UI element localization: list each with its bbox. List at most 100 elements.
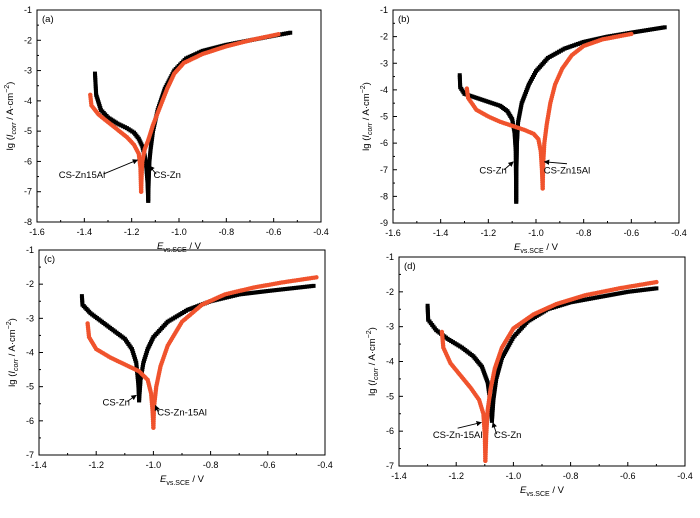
data-point: [576, 298, 581, 303]
data-point: [141, 362, 146, 367]
data-point: [491, 395, 496, 400]
data-point: [593, 295, 598, 300]
x-tick-label: -0.8: [203, 460, 219, 470]
data-point: [515, 138, 520, 143]
data-point: [146, 198, 151, 203]
data-point: [490, 410, 495, 415]
data-point: [265, 289, 270, 293]
series-CS-Zn15Al: [464, 31, 634, 191]
data-point: [149, 141, 154, 146]
data-point: [595, 295, 600, 300]
data-point: [93, 75, 98, 80]
data-point: [621, 290, 626, 295]
data-point: [514, 199, 519, 204]
x-tick-label: -1.4: [433, 228, 449, 238]
y-tick-label: -4: [24, 96, 32, 106]
data-point: [515, 136, 520, 141]
data-point: [233, 293, 238, 298]
data-point: [495, 370, 500, 375]
data-point: [493, 385, 498, 390]
data-point: [591, 296, 596, 301]
y-axis-label: lg (Icorr / A·cm−2): [360, 82, 374, 151]
y-tick-label: -3: [24, 66, 32, 76]
data-point: [135, 377, 140, 382]
data-point: [515, 132, 520, 137]
data-point: [650, 286, 655, 291]
y-tick-label: -3: [26, 313, 34, 323]
data-point: [490, 412, 495, 417]
data-point: [636, 288, 641, 293]
data-point: [514, 145, 519, 150]
x-tick-label: -0.6: [620, 471, 636, 481]
data-point: [613, 292, 618, 297]
data-point: [514, 141, 519, 146]
data-point: [224, 295, 229, 300]
x-tick-label: -0.4: [677, 471, 693, 481]
x-tick-label: -1.0: [528, 228, 544, 238]
data-point: [627, 289, 632, 294]
annotation-CS-Zn-15Al: CS-Zn-15Al: [433, 430, 483, 441]
data-point: [514, 151, 519, 156]
data-point: [514, 155, 519, 160]
data-point: [512, 132, 517, 137]
series-CS-Zn-15Al: [439, 279, 659, 463]
data-point: [135, 375, 140, 380]
y-axis-label: lg (Icorr / A·cm−2): [6, 318, 20, 387]
annotation-arrow: [126, 394, 137, 402]
data-point: [518, 107, 523, 112]
y-tick-label: -4: [26, 348, 34, 358]
data-point: [137, 396, 142, 401]
data-point: [218, 296, 223, 301]
y-tick-label: -8: [24, 217, 32, 227]
chart-panel-2: (c) -1.4 -1.2 -1.0 -0.8 -0.6 -0.4 -7 -6 -5 -4 -3 -2 -…: [6, 245, 333, 487]
data-point: [514, 153, 519, 158]
data-point: [514, 189, 519, 194]
data-point: [286, 31, 291, 36]
data-point: [485, 382, 490, 387]
data-point: [148, 145, 153, 150]
data-point: [633, 29, 638, 34]
y-tick-label: -6: [24, 156, 32, 166]
data-point: [147, 159, 152, 164]
series-CS-Zn: [425, 286, 659, 423]
annotation-arrow: [491, 421, 498, 435]
data-point: [517, 111, 522, 116]
data-point: [147, 163, 152, 168]
data-point: [287, 286, 292, 291]
data-point: [656, 26, 661, 31]
x-tick-label: -1.2: [124, 227, 140, 237]
data-point: [631, 30, 636, 35]
annotation-CS-Zn-15Al: CS-Zn-15Al: [157, 408, 207, 419]
data-point: [305, 284, 310, 289]
data-point: [138, 381, 143, 386]
data-point: [231, 293, 236, 298]
data-point: [514, 178, 519, 183]
data-point: [93, 77, 98, 82]
data-point: [603, 293, 608, 298]
data-point: [514, 159, 519, 164]
data-point: [493, 381, 498, 386]
data-point: [80, 298, 85, 303]
y-tick-label: -1: [26, 245, 34, 255]
data-point: [498, 360, 503, 365]
data-point: [490, 414, 495, 419]
data-point: [294, 285, 299, 290]
data-point: [652, 26, 657, 31]
data-point: [515, 128, 520, 133]
series-CS-Zn15Al: [88, 32, 281, 194]
data-point: [556, 304, 561, 309]
data-point: [514, 149, 519, 154]
data-point: [270, 288, 275, 293]
data-point: [558, 303, 563, 308]
data-point: [497, 366, 502, 371]
data-point: [498, 362, 503, 367]
data-point: [658, 25, 663, 30]
data-point: [514, 186, 519, 191]
data-point: [144, 167, 149, 172]
data-point: [495, 372, 500, 377]
y-tick-label: -4: [386, 357, 394, 367]
data-point: [146, 181, 151, 186]
data-point: [491, 393, 496, 398]
x-tick-label: -0.8: [576, 228, 592, 238]
